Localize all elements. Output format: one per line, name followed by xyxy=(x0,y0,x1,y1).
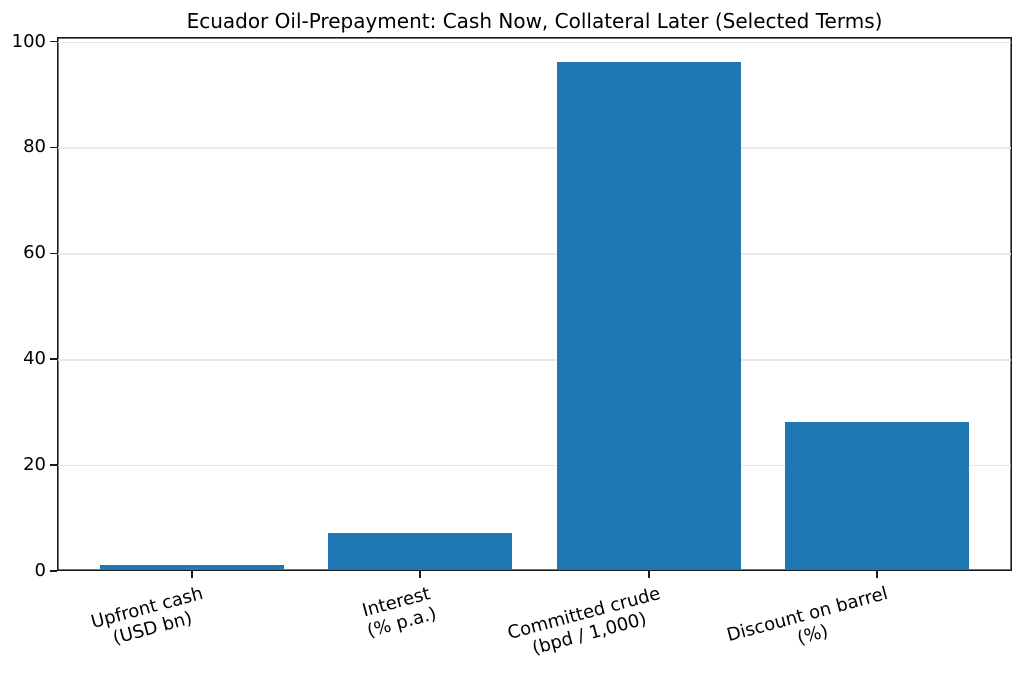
bar-discount-on-barrel xyxy=(785,421,969,570)
y-tick-mark-0 xyxy=(50,570,57,572)
x-tick-mark-discount-on-barrel xyxy=(876,571,878,578)
y-tick-mark-20 xyxy=(50,464,57,466)
plot-area xyxy=(57,37,1012,571)
x-tick-label-upfront-cash: Upfront cash (USD bn) xyxy=(89,583,211,654)
x-tick-label-discount-on-barrel: Discount on barrel (%) xyxy=(725,583,896,667)
chart-title: Ecuador Oil-Prepayment: Cash Now, Collat… xyxy=(186,9,883,33)
x-tick-label-interest: Interest (% p.a.) xyxy=(360,583,439,642)
y-tick-mark-100 xyxy=(50,40,57,43)
x-tick-mark-upfront-cash xyxy=(191,571,193,578)
y-tick-label-60: 60 xyxy=(23,242,46,264)
x-tick-mark-interest xyxy=(419,571,421,578)
y-tick-label-100: 100 xyxy=(11,30,46,52)
x-tick-mark-committed-crude xyxy=(648,571,650,578)
y-tick-label-20: 20 xyxy=(23,454,46,476)
gridline-y-40 xyxy=(58,359,1011,361)
bar-upfront-cash xyxy=(100,564,284,570)
y-tick-mark-40 xyxy=(50,358,57,360)
gridline-y-20 xyxy=(58,465,1011,467)
y-tick-mark-60 xyxy=(50,252,57,255)
y-tick-label-80: 80 xyxy=(23,136,46,158)
gridline-y-80 xyxy=(58,147,1011,149)
y-tick-mark-80 xyxy=(50,146,57,149)
y-tick-label-0: 0 xyxy=(34,560,46,581)
gridline-y-60 xyxy=(58,253,1011,255)
y-tick-label-40: 40 xyxy=(23,348,46,370)
bar-interest xyxy=(328,532,512,570)
bar-committed-crude xyxy=(557,61,741,570)
gridline-y-100 xyxy=(58,41,1011,43)
x-tick-label-committed-crude: Committed crude (bpd / 1,000) xyxy=(505,583,668,665)
